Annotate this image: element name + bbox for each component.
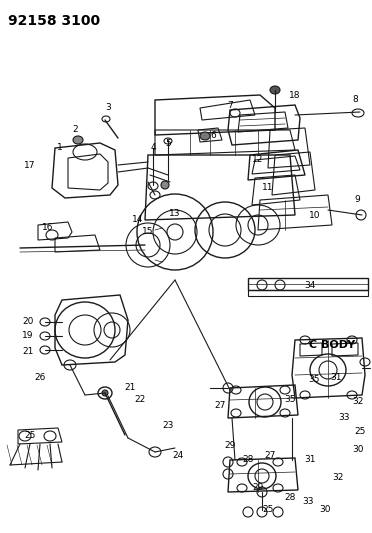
Text: 35: 35 [308, 376, 320, 384]
Ellipse shape [102, 390, 108, 396]
Text: 17: 17 [24, 160, 36, 169]
Text: 29: 29 [224, 440, 236, 449]
Text: 22: 22 [134, 395, 145, 405]
Text: 33: 33 [302, 497, 314, 506]
Text: 4: 4 [150, 142, 156, 151]
Text: 14: 14 [132, 215, 144, 224]
Text: 30: 30 [319, 505, 331, 514]
Text: 23: 23 [162, 421, 174, 430]
Text: 2: 2 [72, 125, 78, 134]
Text: 28: 28 [284, 494, 296, 503]
Text: 21: 21 [22, 346, 34, 356]
Text: 92158 3100: 92158 3100 [8, 14, 100, 28]
Text: 10: 10 [309, 211, 321, 220]
Text: 33: 33 [338, 414, 350, 423]
Text: 27: 27 [264, 450, 276, 459]
Ellipse shape [161, 181, 169, 189]
Text: 26: 26 [34, 374, 46, 383]
Text: 35: 35 [284, 395, 296, 405]
Text: 6: 6 [210, 131, 216, 140]
Text: 16: 16 [42, 223, 54, 232]
Text: 32: 32 [332, 473, 344, 482]
Text: 11: 11 [262, 183, 274, 192]
Text: 20: 20 [22, 318, 34, 327]
Text: C BODY: C BODY [309, 340, 355, 350]
Text: 27: 27 [214, 400, 226, 409]
Text: 9: 9 [354, 196, 360, 205]
Text: 29: 29 [252, 483, 264, 492]
Text: 12: 12 [252, 156, 264, 165]
Text: 24: 24 [172, 450, 184, 459]
Text: 8: 8 [352, 95, 358, 104]
Ellipse shape [73, 136, 83, 144]
Ellipse shape [270, 86, 280, 94]
Text: 32: 32 [352, 398, 364, 407]
Text: 28: 28 [242, 456, 254, 464]
Text: 3: 3 [105, 103, 111, 112]
Text: 1: 1 [57, 143, 63, 152]
Text: 21: 21 [124, 384, 136, 392]
Ellipse shape [200, 132, 210, 140]
Bar [248, 290, 368, 296]
Text: 25: 25 [262, 505, 274, 514]
Text: 30: 30 [352, 446, 364, 455]
Text: 25: 25 [354, 427, 366, 437]
Bar [248, 278, 368, 290]
Text: 7: 7 [227, 101, 233, 109]
Text: 19: 19 [22, 332, 34, 341]
Text: 5: 5 [165, 139, 171, 148]
Text: 31: 31 [304, 456, 316, 464]
Text: 34: 34 [304, 280, 316, 289]
Text: 25: 25 [24, 431, 36, 440]
Text: 13: 13 [169, 208, 181, 217]
Text: 31: 31 [330, 374, 342, 383]
Text: 15: 15 [142, 228, 154, 237]
Text: 18: 18 [289, 91, 301, 100]
